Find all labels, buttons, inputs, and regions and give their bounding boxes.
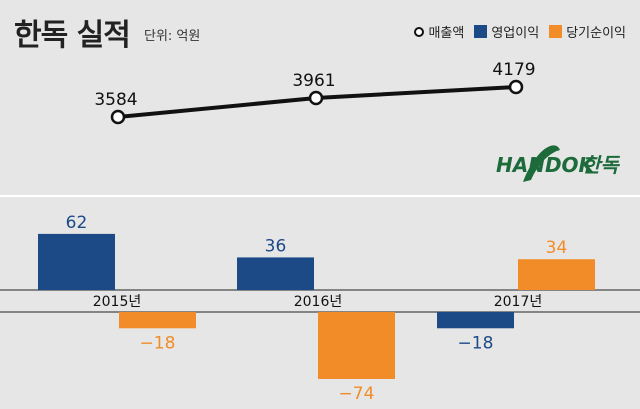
legend-label-operating: 영업이익 bbox=[491, 26, 540, 41]
operating-profit-bar bbox=[437, 312, 514, 329]
net-profit-label: 34 bbox=[546, 238, 568, 258]
net-profit-label: −74 bbox=[339, 384, 375, 404]
logo-text-ko: 한독 bbox=[582, 153, 620, 177]
legend-swatch-operating bbox=[474, 25, 488, 38]
legend-label-net: 당기순이익 bbox=[566, 26, 626, 41]
net-profit-label: −18 bbox=[140, 333, 176, 353]
logo-swoosh bbox=[523, 145, 560, 182]
line-layer: 3584 3961 4179 bbox=[94, 60, 536, 125]
category-label: 2016년 bbox=[294, 294, 343, 310]
revenue-point bbox=[508, 79, 524, 95]
category-label: 2017년 bbox=[494, 294, 543, 310]
legend-swatch-net bbox=[549, 25, 563, 38]
revenue-point bbox=[110, 109, 126, 125]
operating-profit-bar bbox=[38, 233, 115, 290]
legend-item-net: 당기순이익 bbox=[549, 22, 626, 41]
net-profit-bar bbox=[518, 259, 595, 290]
legend: 매출액 영업이익 당기순이익 bbox=[414, 22, 626, 41]
category-label: 2015년 bbox=[93, 294, 142, 310]
bars-layer: 62 36 −18 −18 −74 34 2015년 2016년 2017년 bbox=[38, 213, 595, 404]
legend-item-revenue: 매출액 bbox=[414, 22, 464, 41]
operating-profit-label: 62 bbox=[66, 213, 88, 233]
chart-title: 한독 실적 bbox=[14, 18, 131, 53]
logo-text-en: HANDOK bbox=[496, 153, 596, 177]
operating-profit-label: 36 bbox=[265, 236, 287, 256]
revenue-value-label: 3584 bbox=[94, 90, 137, 110]
net-profit-bar bbox=[119, 312, 196, 329]
unit-label: 단위: 억원 bbox=[144, 29, 201, 44]
legend-item-operating: 영업이익 bbox=[474, 22, 539, 41]
revenue-point bbox=[308, 90, 324, 106]
revenue-value-label: 4179 bbox=[492, 60, 535, 80]
operating-profit-label: −18 bbox=[458, 333, 494, 353]
legend-label-revenue: 매출액 bbox=[428, 26, 465, 41]
revenue-value-label: 3961 bbox=[292, 71, 335, 91]
operating-profit-bar bbox=[237, 257, 314, 290]
net-profit-bar bbox=[318, 312, 395, 379]
legend-swatch-revenue bbox=[414, 26, 425, 37]
handok-logo: HANDOK 한독 bbox=[496, 145, 620, 182]
